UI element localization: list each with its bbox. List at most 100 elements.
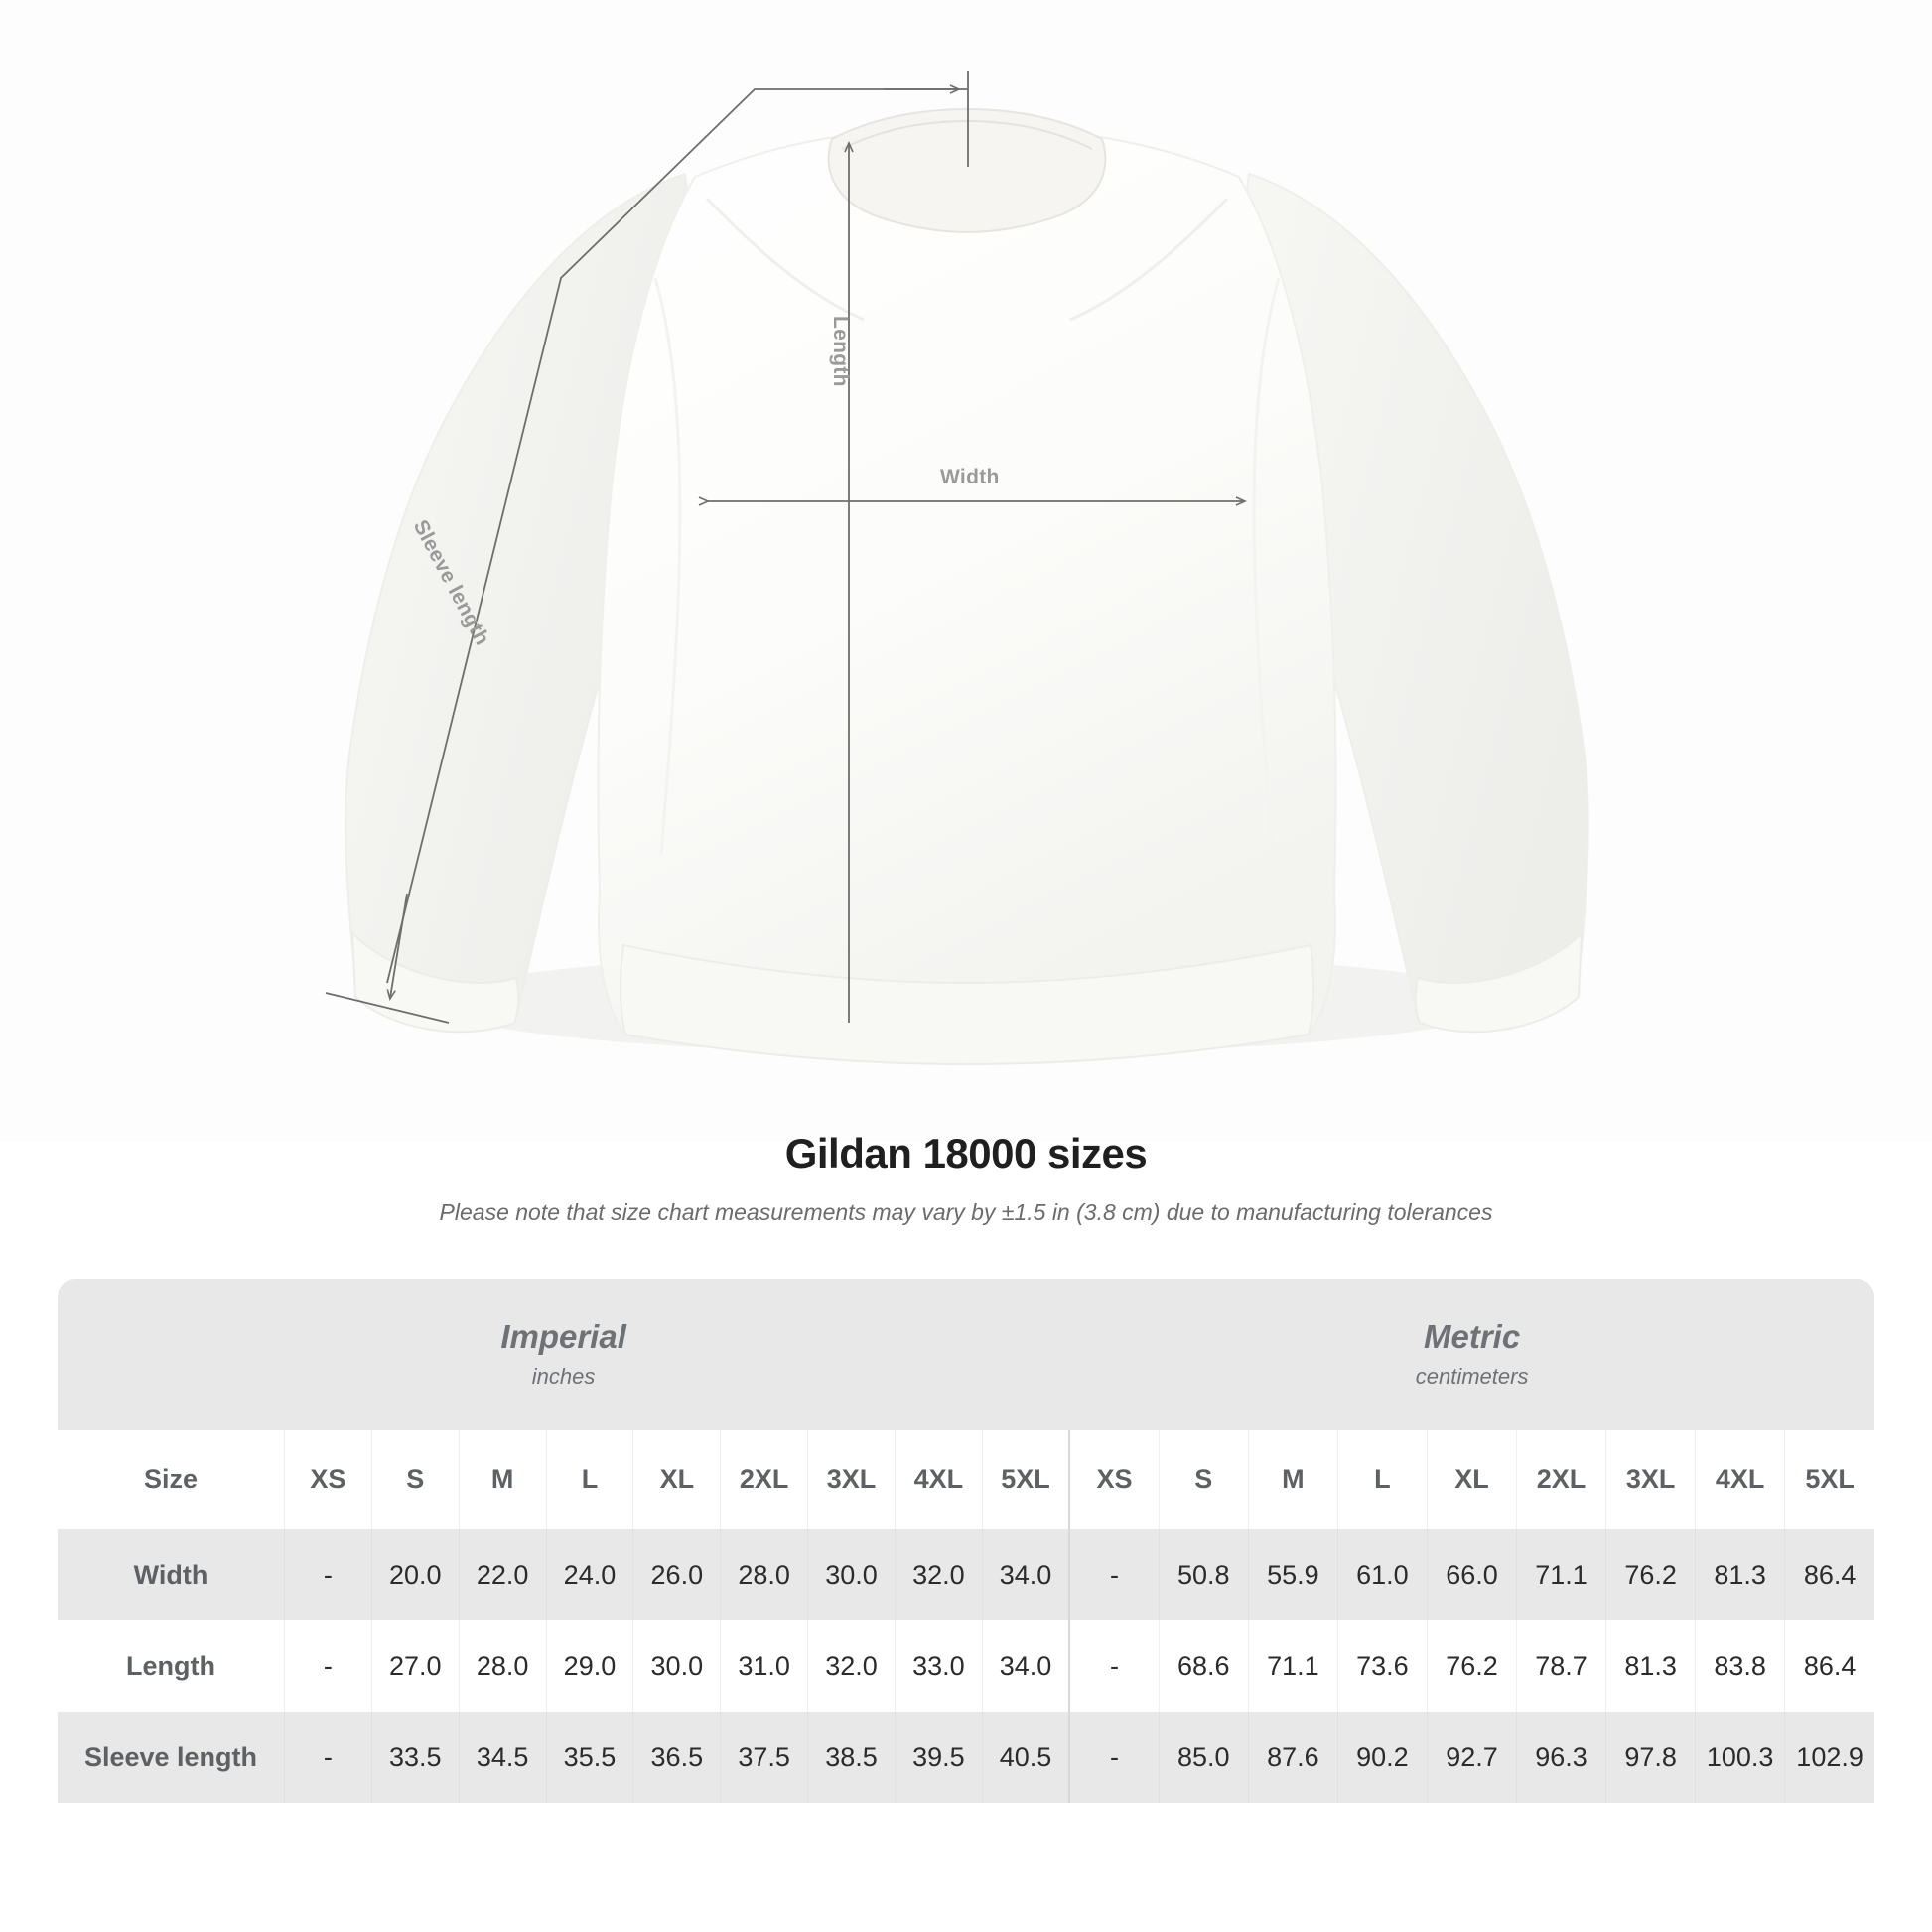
metric-unit-cell: Metric centimeters bbox=[1069, 1279, 1874, 1430]
cell-length-imp-4: 30.0 bbox=[632, 1620, 721, 1712]
cell-sleeve-imp-7: 39.5 bbox=[894, 1712, 983, 1803]
cell-sleeve-met-4: 92.7 bbox=[1426, 1712, 1517, 1803]
cell-sleeve-met-5: 96.3 bbox=[1515, 1712, 1606, 1803]
cell-length-met-1: 68.6 bbox=[1158, 1620, 1249, 1712]
page-title: Gildan 18000 sizes bbox=[784, 1130, 1148, 1176]
size-table-container: Imperial inches Metric centimeters Size … bbox=[58, 1279, 1874, 1803]
imperial-unit-name: Imperial bbox=[500, 1318, 626, 1356]
cell-sleeve-imp-1: 33.5 bbox=[370, 1712, 460, 1803]
size-col-imp-1: S bbox=[370, 1430, 460, 1529]
imperial-unit-sub: inches bbox=[531, 1363, 596, 1389]
imperial-unit-cell: Imperial inches bbox=[58, 1279, 1070, 1430]
cell-length-met-3: 73.6 bbox=[1336, 1620, 1428, 1712]
sleeve-measure-line bbox=[386, 88, 968, 984]
cell-length-met-8: 86.4 bbox=[1784, 1620, 1874, 1712]
garment-illustration: Length Width Sleeve length bbox=[325, 71, 1589, 1066]
size-label: Size bbox=[58, 1430, 285, 1529]
cell-sleeve-imp-6: 38.5 bbox=[807, 1712, 896, 1803]
cell-sleeve-imp-3: 35.5 bbox=[545, 1712, 633, 1803]
size-col-imp-0: XS bbox=[283, 1430, 372, 1529]
cell-length-imp-2: 28.0 bbox=[458, 1620, 547, 1712]
measurement-lines bbox=[325, 71, 1247, 1024]
cell-length-imp-0: - bbox=[283, 1620, 372, 1712]
cell-length-met-7: 83.8 bbox=[1695, 1620, 1785, 1712]
cell-length-imp-3: 29.0 bbox=[545, 1620, 633, 1712]
size-col-met-2: M bbox=[1247, 1430, 1338, 1529]
size-col-met-4: XL bbox=[1426, 1430, 1517, 1529]
cell-sleeve-imp-4: 36.5 bbox=[632, 1712, 721, 1803]
cell-width-met-0: - bbox=[1068, 1529, 1160, 1620]
size-col-met-3: L bbox=[1336, 1430, 1428, 1529]
cell-width-met-3: 61.0 bbox=[1336, 1529, 1428, 1620]
cell-length-met-5: 78.7 bbox=[1515, 1620, 1606, 1712]
cell-length-met-4: 76.2 bbox=[1426, 1620, 1517, 1712]
cell-width-met-1: 50.8 bbox=[1158, 1529, 1249, 1620]
size-col-imp-2: M bbox=[458, 1430, 547, 1529]
cell-length-imp-8: 34.0 bbox=[981, 1620, 1070, 1712]
cell-width-imp-7: 32.0 bbox=[894, 1529, 983, 1620]
collar bbox=[827, 107, 1107, 234]
hem-ribbing bbox=[619, 943, 1315, 1066]
cell-width-imp-1: 20.0 bbox=[370, 1529, 460, 1620]
cell-length-met-0: - bbox=[1068, 1620, 1160, 1712]
size-col-imp-3: L bbox=[545, 1430, 633, 1529]
sweatshirt-body bbox=[345, 107, 1589, 1066]
width-label: Width bbox=[940, 466, 1000, 488]
cuff-right bbox=[1414, 930, 1584, 1034]
page-subtitle: Please note that size chart measurements… bbox=[439, 1199, 1493, 1225]
cell-sleeve-met-1: 85.0 bbox=[1158, 1712, 1249, 1803]
size-col-met-7: 4XL bbox=[1695, 1430, 1785, 1529]
size-col-imp-6: 3XL bbox=[807, 1430, 896, 1529]
size-col-met-8: 5XL bbox=[1784, 1430, 1874, 1529]
size-table: Imperial inches Metric centimeters Size … bbox=[58, 1279, 1874, 1803]
cell-sleeve-met-0: - bbox=[1068, 1712, 1160, 1803]
size-col-imp-5: 2XL bbox=[720, 1430, 808, 1529]
sleeve-arrow-bottom bbox=[386, 893, 408, 1001]
cell-sleeve-imp-5: 37.5 bbox=[720, 1712, 808, 1803]
cuff-left bbox=[350, 930, 520, 1034]
size-col-imp-7: 4XL bbox=[894, 1430, 983, 1529]
cell-width-imp-8: 34.0 bbox=[981, 1529, 1070, 1620]
cell-length-met-2: 71.1 bbox=[1247, 1620, 1338, 1712]
unit-header-row: Imperial inches Metric centimeters bbox=[58, 1279, 1874, 1430]
cell-width-met-7: 81.3 bbox=[1695, 1529, 1785, 1620]
cell-width-imp-3: 24.0 bbox=[545, 1529, 633, 1620]
cell-sleeve-met-6: 97.8 bbox=[1605, 1712, 1696, 1803]
table-row: Sleeve length - 33.5 34.5 35.5 36.5 37.5… bbox=[58, 1712, 1874, 1803]
cell-width-imp-0: - bbox=[283, 1529, 372, 1620]
size-col-met-1: S bbox=[1158, 1430, 1249, 1529]
metric-unit-sub: centimeters bbox=[1415, 1363, 1529, 1389]
sweatshirt-diagram bbox=[325, 71, 1589, 1066]
cell-width-imp-4: 26.0 bbox=[632, 1529, 721, 1620]
cell-length-met-6: 81.3 bbox=[1605, 1620, 1696, 1712]
cell-length-imp-6: 32.0 bbox=[807, 1620, 896, 1712]
row-label-length: Length bbox=[58, 1620, 285, 1712]
cell-sleeve-imp-2: 34.5 bbox=[458, 1712, 547, 1803]
cell-width-met-5: 71.1 bbox=[1515, 1529, 1606, 1620]
cell-width-imp-6: 30.0 bbox=[807, 1529, 896, 1620]
cell-width-met-2: 55.9 bbox=[1247, 1529, 1338, 1620]
metric-unit-name: Metric bbox=[1423, 1318, 1521, 1356]
cell-sleeve-imp-0: - bbox=[283, 1712, 372, 1803]
cell-sleeve-met-3: 90.2 bbox=[1336, 1712, 1428, 1803]
cell-width-met-4: 66.0 bbox=[1426, 1529, 1517, 1620]
cell-length-imp-1: 27.0 bbox=[370, 1620, 460, 1712]
cell-sleeve-met-7: 100.3 bbox=[1695, 1712, 1785, 1803]
cell-width-imp-5: 28.0 bbox=[720, 1529, 808, 1620]
size-col-met-0: XS bbox=[1068, 1430, 1160, 1529]
cell-sleeve-imp-8: 40.5 bbox=[981, 1712, 1070, 1803]
size-header-row: Size XS S M L XL 2XL 3XL 4XL 5XL XS S M … bbox=[58, 1430, 1874, 1529]
size-col-met-5: 2XL bbox=[1515, 1430, 1606, 1529]
cell-length-imp-5: 31.0 bbox=[720, 1620, 808, 1712]
cell-width-met-8: 86.4 bbox=[1784, 1529, 1874, 1620]
table-row: Width - 20.0 22.0 24.0 26.0 28.0 30.0 32… bbox=[58, 1529, 1874, 1620]
size-col-imp-4: XL bbox=[632, 1430, 721, 1529]
size-col-imp-8: 5XL bbox=[981, 1430, 1070, 1529]
cell-sleeve-met-2: 87.6 bbox=[1247, 1712, 1338, 1803]
cell-width-met-6: 76.2 bbox=[1605, 1529, 1696, 1620]
title-block: Gildan 18000 sizes Please note that size… bbox=[0, 1130, 1932, 1226]
cell-length-imp-7: 33.0 bbox=[894, 1620, 983, 1712]
row-label-width: Width bbox=[58, 1529, 285, 1620]
size-col-met-6: 3XL bbox=[1605, 1430, 1696, 1529]
